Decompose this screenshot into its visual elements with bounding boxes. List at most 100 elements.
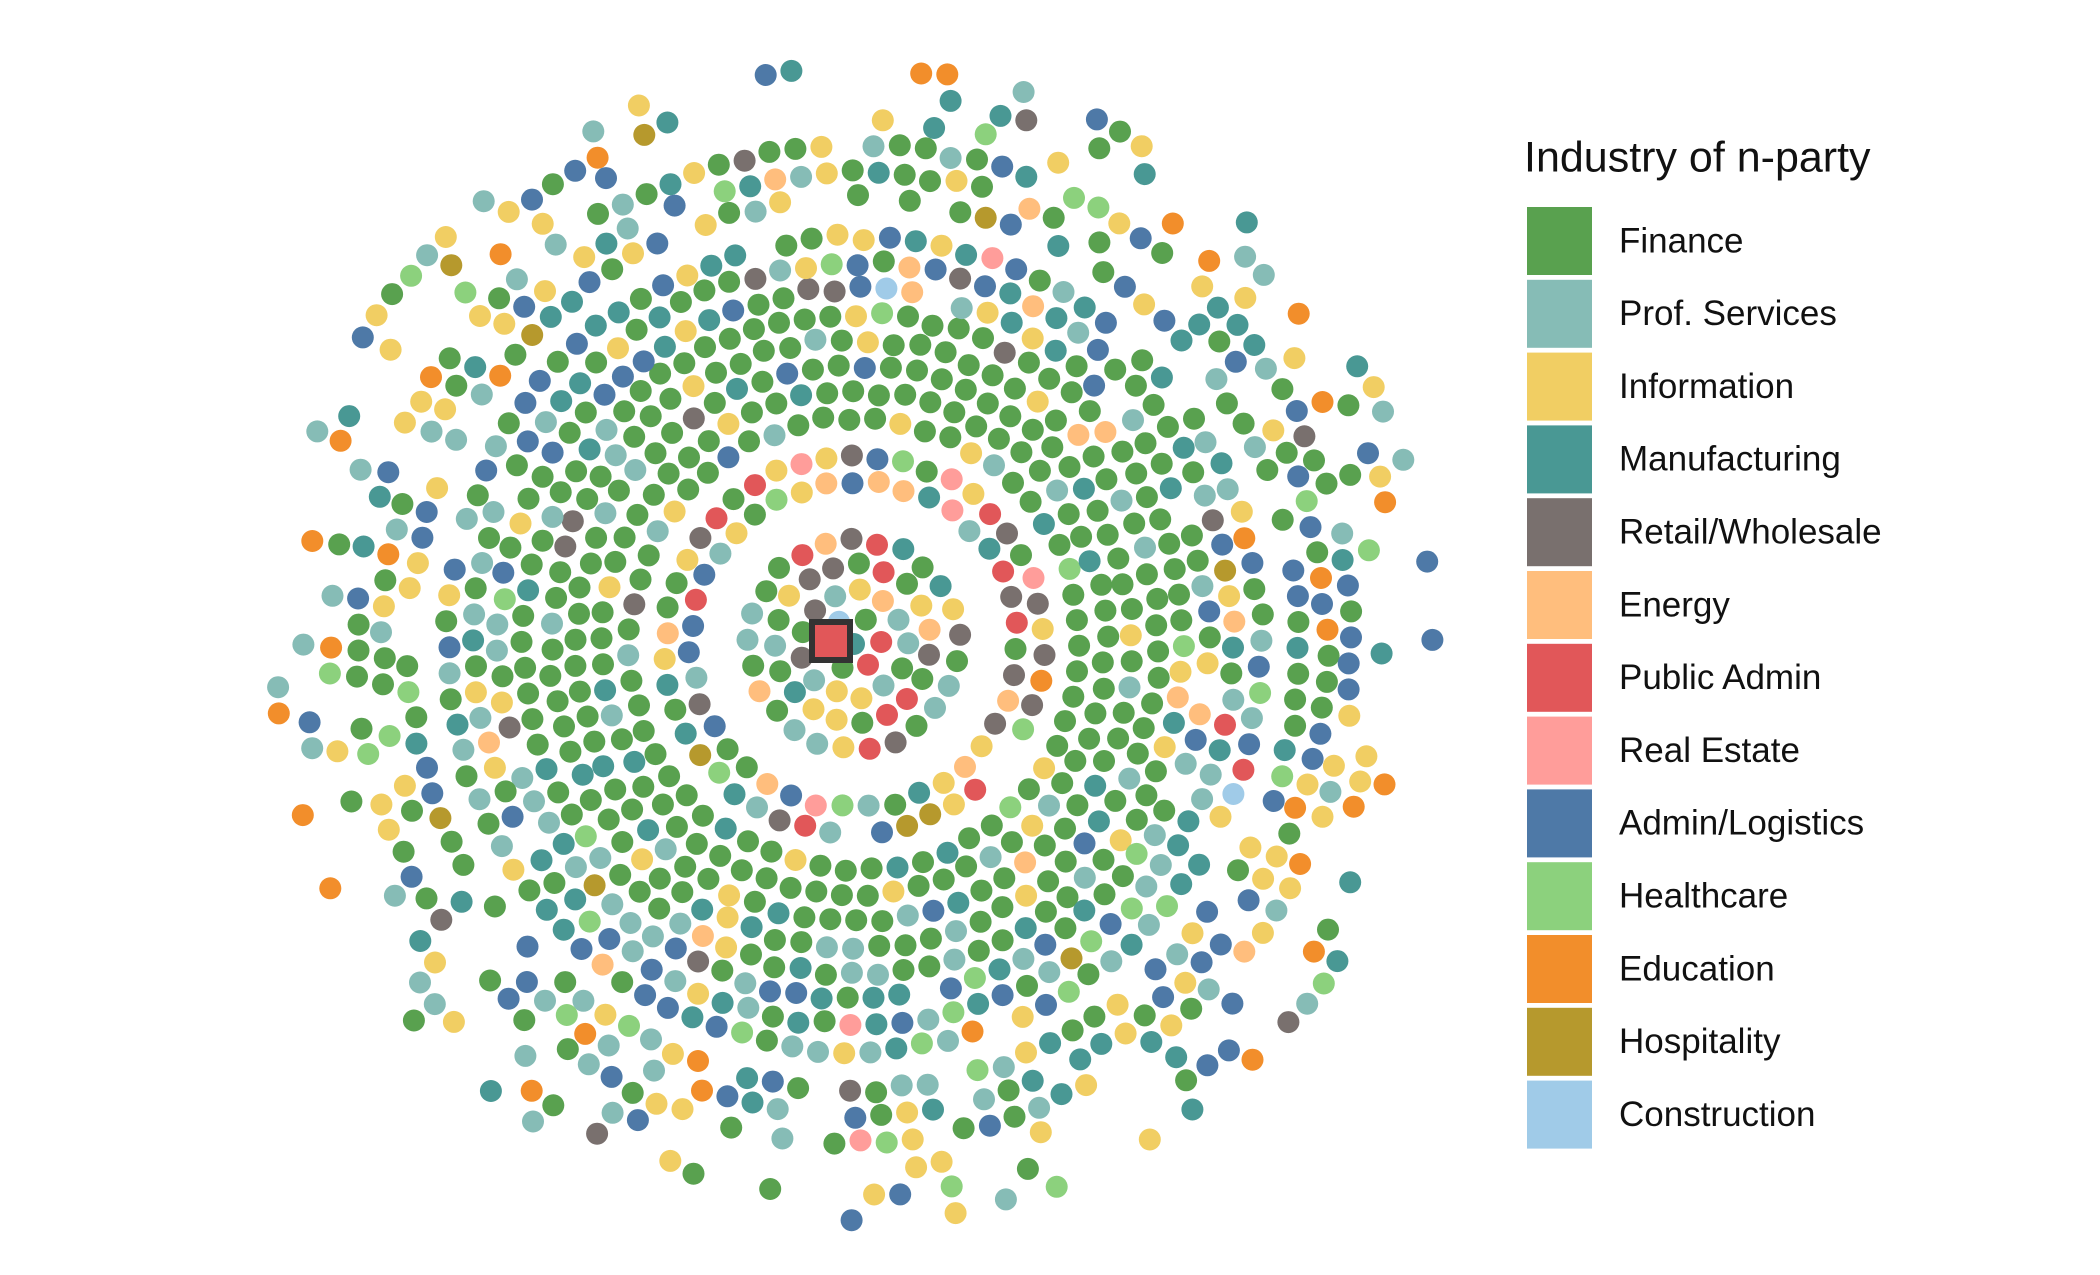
node <box>981 364 1004 387</box>
node <box>722 488 745 511</box>
node <box>1120 598 1143 620</box>
node <box>844 1106 867 1129</box>
node <box>856 331 879 354</box>
node <box>446 713 469 736</box>
node <box>884 793 907 816</box>
node <box>1220 662 1243 685</box>
node <box>735 756 758 779</box>
node <box>564 159 587 182</box>
node <box>784 849 807 871</box>
node <box>564 654 587 677</box>
node <box>401 799 423 822</box>
node <box>611 971 634 994</box>
node <box>639 405 662 428</box>
node <box>1011 1005 1034 1028</box>
node <box>1113 275 1136 298</box>
node <box>1088 231 1111 254</box>
node <box>520 553 543 576</box>
node <box>1109 120 1131 143</box>
node <box>957 354 980 377</box>
node <box>501 805 524 828</box>
node <box>1054 850 1077 873</box>
node <box>1125 842 1148 865</box>
node <box>1045 307 1068 330</box>
node <box>1193 484 1216 507</box>
node <box>709 542 732 565</box>
node <box>857 794 880 817</box>
node <box>576 705 599 728</box>
node <box>913 420 936 443</box>
node <box>669 291 692 313</box>
legend-label: Prof. Services <box>1619 294 1837 333</box>
node <box>1152 986 1175 1009</box>
node <box>939 89 962 112</box>
node <box>653 648 676 670</box>
legend-label: Information <box>1619 367 1794 406</box>
node <box>430 908 453 931</box>
node <box>592 755 615 778</box>
node <box>1346 355 1369 378</box>
node <box>967 939 990 962</box>
node <box>1284 688 1307 711</box>
node <box>1087 810 1110 833</box>
node <box>1331 549 1354 571</box>
node <box>409 971 431 994</box>
node <box>1135 875 1158 898</box>
node <box>514 1044 537 1067</box>
node <box>1374 491 1397 514</box>
node <box>833 1042 856 1065</box>
node <box>766 699 789 722</box>
node <box>1111 573 1134 596</box>
node <box>810 987 833 1010</box>
node <box>292 633 315 656</box>
node <box>772 287 795 310</box>
node <box>1262 419 1285 442</box>
node <box>1064 749 1087 772</box>
node <box>539 664 562 687</box>
node <box>626 1109 649 1132</box>
node <box>747 293 770 316</box>
node <box>1022 295 1045 318</box>
node <box>1143 824 1166 847</box>
node <box>891 657 914 680</box>
node <box>1000 311 1023 334</box>
node <box>1118 767 1141 790</box>
node <box>896 904 919 927</box>
node <box>1331 522 1354 545</box>
node <box>769 259 792 282</box>
node <box>617 618 640 641</box>
node <box>1038 794 1060 817</box>
node <box>1256 459 1279 481</box>
legend-label: Finance <box>1619 221 1744 260</box>
node <box>790 384 813 407</box>
node <box>785 982 808 1004</box>
node <box>700 254 723 277</box>
node <box>306 420 329 443</box>
node <box>1014 851 1037 874</box>
node <box>919 803 942 826</box>
node <box>862 135 885 158</box>
node <box>994 1188 1017 1211</box>
node <box>585 526 608 549</box>
node <box>267 702 290 725</box>
node <box>644 442 667 465</box>
node <box>435 610 458 633</box>
legend-swatch <box>1527 498 1592 567</box>
node <box>1073 832 1096 855</box>
node <box>663 500 686 523</box>
node <box>535 898 558 921</box>
node <box>1057 980 1080 1003</box>
node <box>565 332 588 355</box>
node <box>587 202 609 225</box>
node <box>871 821 893 844</box>
node <box>512 604 535 627</box>
node <box>834 859 857 882</box>
node <box>720 1116 743 1139</box>
node <box>450 890 473 913</box>
node <box>849 275 872 298</box>
node <box>687 950 710 973</box>
node <box>1087 196 1110 219</box>
node <box>705 507 728 530</box>
node <box>1172 436 1195 459</box>
legend-label: Energy <box>1619 585 1730 624</box>
